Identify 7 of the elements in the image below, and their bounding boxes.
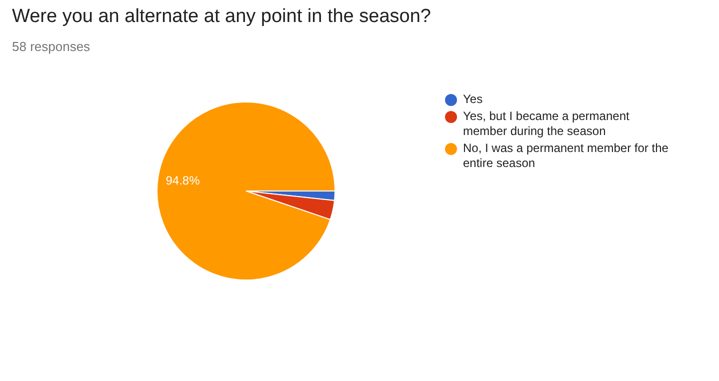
text: 58 responses bbox=[12, 39, 90, 54]
legend-label: Yes, but I became a permanent member during the season bbox=[463, 109, 630, 139]
data-label: 94.8% bbox=[166, 174, 200, 188]
pie-slice bbox=[156, 102, 336, 280]
chart-title: Were you an alternate at any point in the season? bbox=[12, 6, 431, 28]
legend-label: Yes bbox=[463, 92, 483, 107]
legend-label: No, I was a permanent member for the entire season bbox=[463, 141, 670, 171]
